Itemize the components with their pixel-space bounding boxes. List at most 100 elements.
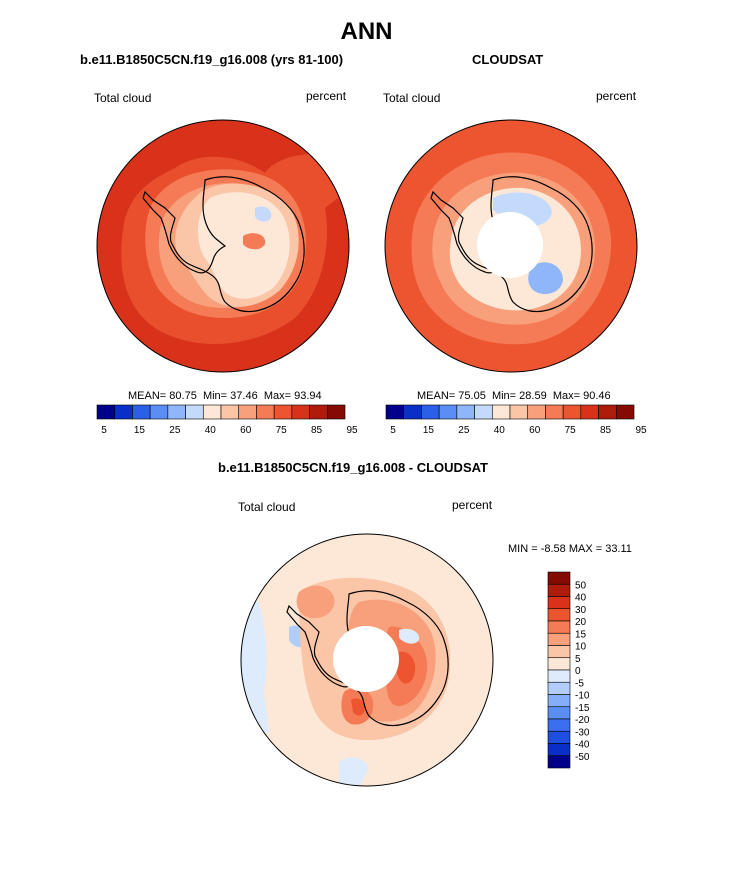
panel1-min-value: 37.46 — [230, 390, 258, 402]
panel1-colorbar-swatch — [202, 404, 222, 420]
panel1-colorbar-swatch — [167, 404, 186, 420]
panel3-colorbar-swatch — [547, 583, 571, 597]
panel3-colorbar-swatch — [547, 571, 571, 585]
panel2-colorbar-swatch — [562, 404, 582, 420]
panel2-colorbar-tick-label: 85 — [600, 425, 612, 436]
panel1-colorbar-swatch — [132, 404, 151, 420]
panel3-colorbar-tick-label: 0 — [575, 666, 581, 677]
panel2-colorbar-swatch — [491, 404, 511, 420]
panel3-positive-band-25-east — [395, 651, 416, 684]
panel3-colorbar-swatch — [547, 718, 571, 732]
panel3-colorbar-tick-label: 15 — [575, 629, 587, 640]
panel1-high-cloud-patch — [243, 233, 266, 250]
panel1-max-value: 93.94 — [294, 390, 322, 402]
panel2-min-label: Min= — [491, 390, 517, 402]
panel3-colorbar-swatch — [547, 755, 571, 769]
panel3-negative-southwest — [339, 757, 369, 786]
panel3-colorbar-tick-label: -50 — [575, 752, 590, 763]
panel1-polar-map — [96, 119, 350, 373]
panel3-colorbar-tick-label: 10 — [575, 642, 587, 653]
panel3-colorbar-tick-label: 40 — [575, 593, 587, 604]
panel2-colorbar-swatch — [615, 404, 635, 420]
panel2-colorbar-tick-label: 5 — [390, 425, 396, 436]
panel3-colorbar-tick-label: -5 — [575, 678, 584, 689]
panel1-colorbar: 5 15 25 40 60 75 85 95 — [96, 404, 358, 436]
panel1-colorbar-tick-label: 40 — [205, 425, 217, 436]
panel1-title: b.e11.B1850C5CN.f19_g16.008 (yrs 81-100) — [80, 52, 344, 67]
panel3-colorbar-tick-label: 50 — [575, 580, 587, 591]
panel1-stats: MEAN= 80.75 Min= 37.46 Max= 93.94 — [128, 390, 322, 402]
panel2-polar-map — [384, 119, 638, 373]
panel2-colorbar-swatch — [385, 404, 405, 420]
panel2-colorbar-swatch — [474, 404, 493, 420]
panel2-min-value: 28.59 — [519, 390, 547, 402]
panel2-colorbar-swatch — [509, 404, 529, 420]
panel1-colorbar-tick-label: 75 — [276, 425, 288, 436]
panel3-colorbar-tick-label: 30 — [575, 605, 587, 616]
panel1-colorbar-tick-label: 85 — [311, 425, 323, 436]
panel2-colorbar-tick-label: 95 — [635, 425, 647, 436]
panel3-colorbar-tick-label: -30 — [575, 727, 590, 738]
panel1-min-label: Min= — [202, 390, 228, 402]
panel2-max-value: 90.46 — [583, 390, 611, 402]
panel3-colorbar-swatch — [547, 620, 571, 634]
panel3-missing-pole — [333, 626, 399, 692]
panel1-colorbar-swatch — [185, 404, 204, 420]
panel3-negative-coast — [399, 628, 420, 644]
panel3-colorbar-swatch — [547, 645, 571, 659]
panel2-colorbar-swatch — [545, 404, 564, 420]
panel2-colorbar-tick-label: 40 — [494, 425, 506, 436]
panel2-title: CLOUDSAT — [472, 52, 544, 67]
panel2-units-label: percent — [596, 89, 637, 103]
panel3-colorbar-tick-label: -40 — [575, 740, 590, 751]
panel2-colorbar-swatch — [421, 404, 440, 420]
panel1-colorbar-tick-label: 15 — [134, 425, 146, 436]
panel1-mean-label: MEAN= — [128, 390, 167, 402]
panel3-colorbar-swatch — [547, 632, 571, 646]
panel2-map-border — [384, 119, 638, 373]
panel2-colorbar: 5 15 25 40 60 75 85 95 — [385, 404, 647, 436]
panel3-colorbar-swatch — [547, 743, 571, 757]
panel1-colorbar-swatch — [326, 404, 346, 420]
panel3-colorbar-swatch — [547, 657, 571, 671]
panel3-units-label: percent — [452, 498, 493, 512]
panel3-colorbar-swatch — [547, 608, 571, 622]
panel1-colorbar-swatch — [238, 404, 257, 420]
panel1-colorbar-swatch — [220, 404, 240, 420]
panel2-stats: MEAN= 75.05 Min= 28.59 Max= 90.46 — [417, 390, 611, 402]
panel3-colorbar-tick-label: -15 — [575, 703, 590, 714]
panel2-max-label: Max= — [552, 390, 581, 402]
panel1-colorbar-swatch — [273, 404, 293, 420]
panel2-lowest-cloud-patch — [528, 262, 563, 295]
panel1-colorbar-swatch — [114, 404, 133, 420]
panel3-polar-map — [240, 533, 494, 787]
panel1-colorbar-swatch — [291, 404, 310, 420]
panel1-colorbar-swatch — [149, 404, 169, 420]
panel3-colorbar-swatch — [547, 694, 571, 708]
panel2-colorbar-tick-label: 60 — [529, 425, 541, 436]
panel1-colorbar-swatch — [309, 404, 328, 420]
panel2-colorbar-swatch — [403, 404, 422, 420]
panel1-colorbar-swatch — [96, 404, 116, 420]
panel3-colorbar-swatch — [547, 706, 571, 720]
panel1-units-label: percent — [306, 89, 347, 103]
panel1-low-cloud-patch — [255, 206, 272, 222]
panel2-variable-label: Total cloud — [383, 91, 441, 105]
panel2-colorbar-swatch — [527, 404, 546, 420]
panel3-colorbar-swatch — [547, 669, 571, 683]
panel3-colorbar-tick-label: -10 — [575, 691, 590, 702]
panel2-colorbar-swatch — [598, 404, 617, 420]
panel1-variable-label: Total cloud — [94, 91, 152, 105]
panel2-colorbar-swatch — [456, 404, 475, 420]
panel1-colorbar-tick-label: 60 — [240, 425, 252, 436]
panel2-colorbar-tick-label: 15 — [423, 425, 435, 436]
panel2-colorbar-tick-label: 75 — [565, 425, 577, 436]
panel1-colorbar-tick-label: 5 — [101, 425, 107, 436]
panel3-variable-label: Total cloud — [238, 500, 296, 514]
panel3-minmax: MIN = -8.58 MAX = 33.11 — [508, 543, 632, 555]
panel1-max-label: Max= — [263, 390, 292, 402]
panel2-mean-label: MEAN= — [417, 390, 456, 402]
panel3-map-border — [240, 533, 494, 787]
panel3-positive-northwest — [296, 585, 335, 619]
